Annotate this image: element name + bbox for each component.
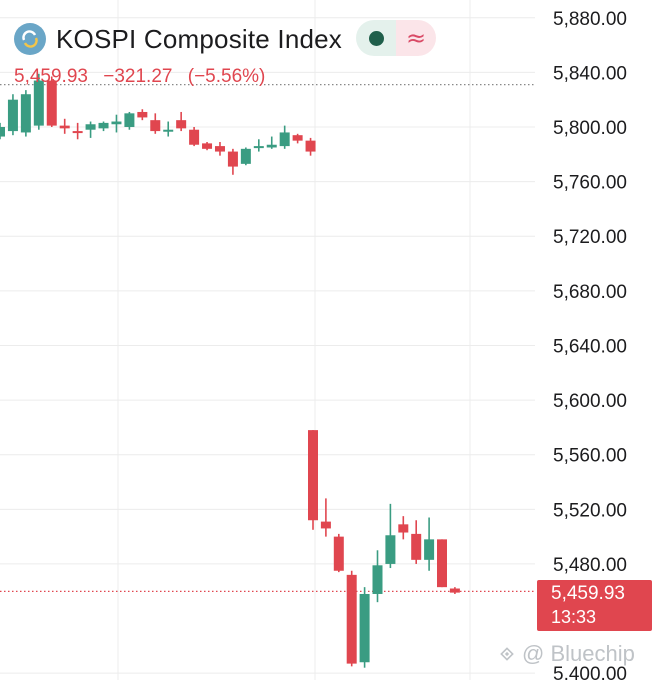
candle-body — [124, 113, 135, 127]
candle-body — [411, 533, 422, 560]
candle-body — [72, 131, 83, 134]
candle-body — [333, 536, 344, 571]
candle-body — [308, 430, 318, 521]
price-change-percent: (−5.56%) — [187, 66, 266, 87]
candle-body — [150, 120, 161, 132]
wave-icon: ≈ — [405, 24, 427, 52]
y-tick-label: 5,680.00 — [553, 282, 627, 303]
toggle-line[interactable]: ≈ — [396, 20, 436, 56]
chart-title: KOSPI Composite Index — [56, 23, 342, 54]
y-tick-label: 5,760.00 — [553, 173, 627, 194]
current-price: 5,459.93 — [14, 66, 88, 87]
candle-body — [33, 80, 44, 126]
y-tick-label: 5,840.00 — [553, 63, 627, 84]
y-tick-label: 5,400.00 — [553, 664, 627, 680]
candle-body — [202, 143, 213, 149]
candle-body — [372, 565, 383, 594]
candle-body — [437, 539, 447, 588]
candle-body — [227, 151, 238, 167]
candle-body — [98, 122, 109, 129]
candle-body — [46, 80, 57, 126]
candle-body — [20, 94, 31, 133]
y-tick-label: 5,600.00 — [553, 391, 627, 412]
price-change: −321.27 — [103, 66, 173, 87]
candle-body — [424, 539, 435, 560]
y-tick-label: 5,800.00 — [553, 118, 627, 139]
candle-body — [305, 140, 316, 152]
candle-body — [189, 129, 200, 145]
candle-body — [176, 120, 187, 129]
candle-body — [137, 111, 148, 118]
price-quote: 5,459.93 −321.27 (−5.56%) — [14, 66, 275, 88]
candle-body — [214, 146, 225, 152]
dot-icon — [368, 30, 384, 46]
candle-body — [85, 124, 96, 130]
index-logo-icon — [14, 23, 46, 55]
chart-mode-toggle[interactable]: ≈ — [356, 20, 436, 56]
candle-body — [320, 521, 331, 529]
candle-body — [253, 146, 264, 149]
candle-body — [0, 126, 5, 137]
watermark-logo-icon — [500, 647, 514, 661]
candle-body — [449, 588, 460, 593]
candle-body — [292, 135, 303, 141]
chart-header: KOSPI Composite Index — [14, 22, 342, 56]
candle-body — [385, 535, 396, 564]
candle-body — [346, 574, 357, 664]
candle-body — [398, 524, 409, 533]
y-tick-label: 5,880.00 — [553, 9, 627, 30]
candle-body — [279, 132, 290, 147]
candle-body — [359, 593, 370, 663]
candle-body — [7, 99, 18, 132]
candle-body — [266, 144, 277, 148]
watermark: @ Bluechip — [498, 641, 635, 667]
y-tick-label: 5,480.00 — [553, 555, 627, 576]
candle-body — [240, 148, 251, 164]
candle-body — [163, 129, 174, 132]
y-tick-label: 5,520.00 — [553, 500, 627, 521]
toggle-candles[interactable] — [356, 20, 396, 56]
watermark-text: @ Bluechip — [522, 641, 635, 666]
candle-body — [111, 121, 122, 125]
candle-body — [59, 125, 70, 129]
y-tick-label: 5,640.00 — [553, 336, 627, 357]
last-price-tag: 5,459.93 13:33 — [537, 580, 652, 631]
countdown-label: 13:33 — [551, 607, 597, 627]
y-tick-label: 5,560.00 — [553, 446, 627, 467]
last-price-label: 5,459.93 — [551, 583, 625, 604]
y-tick-label: 5,720.00 — [553, 227, 627, 248]
